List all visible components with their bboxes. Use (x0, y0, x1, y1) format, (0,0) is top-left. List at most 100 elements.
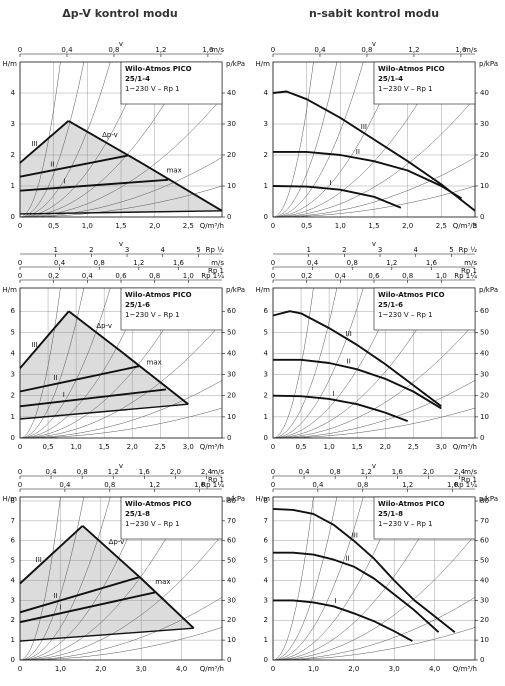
top-tick-label: 0 (271, 468, 275, 476)
info-text: 25/1-4 (378, 75, 403, 83)
system-curve (272, 61, 398, 218)
curve-label: III (346, 330, 352, 338)
system-curve (19, 61, 61, 218)
info-text: 1~230 V – Rp 1 (125, 520, 180, 528)
y2-tick-label: 0 (480, 213, 484, 221)
top-tick-label: 4 (414, 246, 419, 254)
y2-tick-label: 60 (480, 307, 489, 315)
x-tick-label: 3,0 (136, 665, 147, 673)
y2-tick-label: 50 (227, 328, 236, 336)
y-tick-label: 4 (11, 576, 16, 584)
info-text: 25/1-8 (378, 510, 403, 518)
pump-curve (19, 210, 223, 215)
x-tick-label: 1,5 (115, 222, 126, 230)
info-box (373, 496, 476, 540)
curve-label: II (54, 592, 58, 600)
info-text: 25/1-4 (125, 75, 150, 83)
x-tick-label: 0 (271, 443, 275, 451)
y2-tick-label: 20 (227, 392, 236, 400)
pump-curve (273, 551, 440, 633)
y2-tick-label: 10 (227, 413, 236, 421)
top-tick-label: 0,8 (330, 468, 341, 476)
y2-tick-label: 0 (227, 213, 231, 221)
top-tick-label: 1,2 (133, 259, 144, 267)
y2-tick-label: 40 (227, 89, 236, 97)
system-curve (272, 61, 338, 218)
top-axis-unit: m/s (464, 259, 477, 267)
system-curve (19, 287, 85, 439)
info-text: 25/1-6 (378, 301, 403, 309)
curve-label: I (63, 391, 65, 399)
curve-label: I (335, 597, 337, 605)
top-tick-label: 0,8 (402, 272, 413, 280)
x-tick-label: 0,5 (48, 222, 59, 230)
top-tick-label: 5 (449, 246, 453, 254)
info-box (373, 287, 476, 331)
x-tick-label: 0,5 (295, 443, 306, 451)
y2-tick-label: 30 (227, 371, 236, 379)
y2-tick-label: 10 (480, 182, 489, 190)
pump-curve (19, 388, 167, 408)
system-curve (272, 61, 314, 218)
system-curve (273, 627, 476, 661)
y2-tick-label: 40 (480, 89, 489, 97)
pipe-label: Rp 1 (461, 267, 477, 275)
x-tick-label: 1,0 (335, 222, 346, 230)
y2-tick-label: 70 (480, 517, 489, 525)
top-tick-label: 0 (271, 272, 275, 280)
pump-curve (19, 627, 194, 642)
top-tick-label: 3 (125, 246, 129, 254)
y2-tick-label: 30 (480, 596, 489, 604)
top-axis-title: v (372, 240, 376, 248)
top-tick-label: 1,6 (447, 481, 459, 489)
y-tick-label: 3 (264, 371, 268, 379)
top-tick-label: 2,4 (201, 468, 213, 476)
curve-label: II (54, 374, 58, 382)
x-tick-label: 4,0 (176, 665, 187, 673)
y-tick-label: 2 (11, 392, 15, 400)
system-curve (272, 287, 314, 439)
top-tick-label: 1,2 (386, 259, 397, 267)
info-text: Wilo-Atmos PICO (378, 500, 445, 508)
curve-label: III (352, 532, 358, 540)
top-tick-label: 0 (18, 46, 22, 54)
x-tick-label: 2,0 (348, 665, 359, 673)
top-tick-label: 0,8 (77, 468, 88, 476)
y-tick-label: 0 (11, 656, 15, 664)
system-curve (19, 287, 145, 439)
y-axis-title: H/m (3, 495, 18, 503)
pipe-label: Rp 1¼ (201, 272, 224, 280)
y-tick-label: 4 (264, 349, 269, 357)
top-tick-label: 0,8 (361, 46, 372, 54)
info-text: Wilo-Atmos PICO (125, 291, 192, 299)
top-tick-label: 1,2 (155, 46, 166, 54)
y-tick-label: 4 (11, 349, 16, 357)
y2-tick-label: 60 (227, 307, 236, 315)
system-curve (273, 407, 476, 439)
top-tick-label: 0 (18, 468, 22, 476)
y-tick-label: 5 (11, 328, 15, 336)
curve-label: I (59, 603, 61, 611)
x-tick-label: 0 (18, 443, 22, 451)
x-tick-label: 1,0 (324, 443, 335, 451)
top-tick-label: 1,2 (402, 481, 413, 489)
x-tick-label: 0 (271, 665, 275, 673)
x-tick-label: 0 (18, 665, 22, 673)
x-tick-label: 2,5 (155, 443, 166, 451)
top-tick-label: 0,8 (108, 46, 119, 54)
info-text: Wilo-Atmos PICO (378, 291, 445, 299)
y-tick-label: 1 (264, 636, 268, 644)
y2-tick-label: 20 (480, 616, 489, 624)
y-axis-title: H/m (256, 495, 271, 503)
y2-tick-label: 20 (227, 616, 236, 624)
y2-tick-label: 0 (480, 434, 484, 442)
pump-curve (19, 178, 169, 192)
top-tick-label: 2,0 (423, 468, 434, 476)
system-curve (272, 496, 364, 661)
y2-tick-label: 30 (480, 120, 489, 128)
y2-tick-label: 40 (227, 349, 236, 357)
y-tick-label: 6 (11, 307, 16, 315)
x-tick-label: 1,5 (99, 443, 110, 451)
info-box (373, 61, 476, 105)
pump-curve (19, 403, 189, 420)
